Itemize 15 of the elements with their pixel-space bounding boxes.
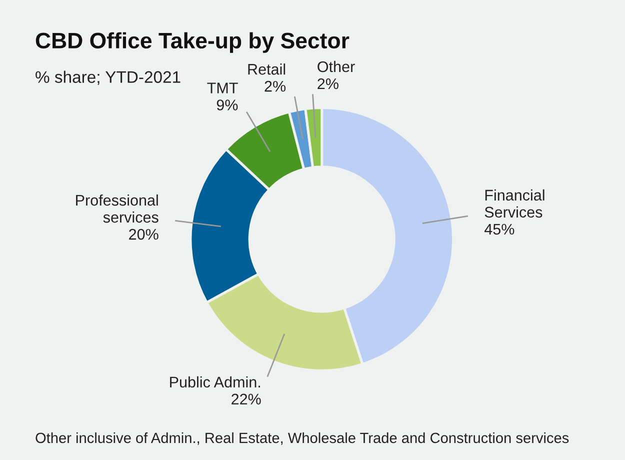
data-label: 22%	[232, 394, 261, 404]
data-label: 2%	[318, 78, 338, 90]
text: Other inclusive of Admin., Real Estate, Wholesale Trade and Construction services	[36, 432, 569, 445]
text: % share; YTD-2021	[36, 70, 180, 85]
data-label: 45%	[484, 224, 514, 235]
slice-label: Professional services	[76, 194, 158, 223]
chart-title: CBD Office Take-up by Sector	[36, 32, 350, 53]
data-label: 20%	[129, 228, 158, 240]
slice-label: Financial Services	[484, 189, 544, 218]
data-label: 9%	[216, 100, 238, 110]
slice-label: TMT	[207, 82, 238, 94]
slice-label: Public Admin.	[170, 376, 260, 388]
data-label: 2%	[264, 80, 286, 92]
slice-label: Retail	[248, 63, 286, 75]
slice-label: Other	[318, 60, 355, 72]
